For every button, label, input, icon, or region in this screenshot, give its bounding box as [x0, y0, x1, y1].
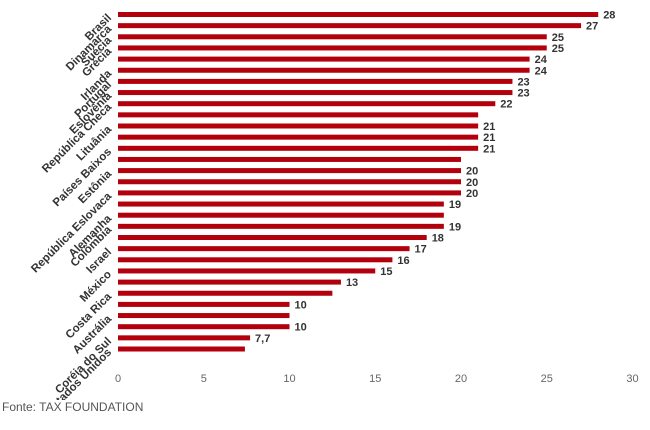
- bar-value-label: 16: [397, 255, 409, 267]
- bar: [118, 78, 513, 84]
- bar: [118, 324, 290, 330]
- category-labels-group: BrasilDinamarcaSuéciaGréciaIrlandaPortug…: [29, 12, 114, 400]
- bar-chart: 2827252524242323222121212020201919181716…: [29, 10, 639, 401]
- x-tick-label: 30: [626, 373, 638, 385]
- bar: [118, 145, 479, 151]
- bar: [118, 112, 479, 118]
- bar-value-label: 24: [535, 65, 548, 77]
- bar: [118, 56, 530, 62]
- bar-value-label: 25: [552, 32, 564, 44]
- x-tick-label: 25: [541, 373, 553, 385]
- bar: [118, 235, 427, 240]
- bar: [118, 45, 547, 51]
- bar-value-label: 15: [380, 266, 392, 278]
- source-note: Fonte: TAX FOUNDATION: [2, 400, 144, 414]
- bar: [118, 168, 461, 174]
- bar: [118, 23, 582, 29]
- bar-value-label: 21: [483, 143, 495, 155]
- bar: [118, 156, 461, 162]
- bar: [118, 346, 245, 352]
- bar-value-label: 10: [295, 322, 307, 334]
- bar: [118, 290, 333, 296]
- bar-value-label: 20: [466, 166, 478, 178]
- bar-value-label: 17: [415, 244, 427, 256]
- bar: [118, 67, 530, 73]
- bar-value-label: 20: [466, 188, 478, 200]
- bar-value-label: 13: [346, 277, 358, 289]
- bars-group: [118, 12, 599, 352]
- bar-value-label: 19: [449, 221, 461, 233]
- bar-value-label: 27: [586, 21, 598, 33]
- x-tick-label: 0: [115, 373, 121, 385]
- bar: [118, 201, 444, 207]
- x-tick-label: 15: [369, 373, 381, 385]
- x-tick-label: 10: [283, 373, 295, 385]
- bar: [118, 90, 513, 96]
- bar: [118, 179, 461, 185]
- bar: [118, 279, 341, 285]
- bar: [118, 34, 547, 40]
- value-labels-group: 2827252524242323222121212020201919181716…: [255, 10, 615, 345]
- bar: [118, 257, 393, 263]
- bar: [118, 101, 496, 107]
- bar: [118, 335, 251, 341]
- bar: [118, 301, 290, 307]
- x-tick-label: 20: [455, 373, 467, 385]
- bar: [118, 313, 290, 319]
- bar: [118, 12, 599, 17]
- bar-value-label: 24: [535, 54, 548, 66]
- bar: [118, 190, 461, 196]
- bar-value-label: 20: [466, 177, 478, 189]
- bar-value-label: 23: [517, 88, 529, 100]
- bar-value-label: 22: [500, 99, 512, 111]
- bar-value-label: 19: [449, 199, 461, 211]
- bar: [118, 134, 479, 140]
- bar: [118, 123, 479, 129]
- bar: [118, 223, 444, 229]
- bar-value-label: 21: [483, 132, 495, 144]
- bar-value-label: 25: [552, 43, 564, 55]
- bar-value-label: 18: [432, 233, 444, 245]
- x-tick-label: 5: [201, 373, 207, 385]
- bar-value-label: 28: [603, 10, 615, 22]
- bar-value-label: 21: [483, 121, 495, 133]
- bar: [118, 268, 376, 274]
- bar-value-label: 7,7: [255, 333, 270, 345]
- bar: [118, 212, 444, 218]
- bar-value-label: 10: [295, 299, 307, 311]
- bar: [118, 246, 410, 252]
- bar-value-label: 23: [517, 76, 529, 88]
- x-axis-ticks: 0 5 10 15 20 25 30: [115, 373, 639, 385]
